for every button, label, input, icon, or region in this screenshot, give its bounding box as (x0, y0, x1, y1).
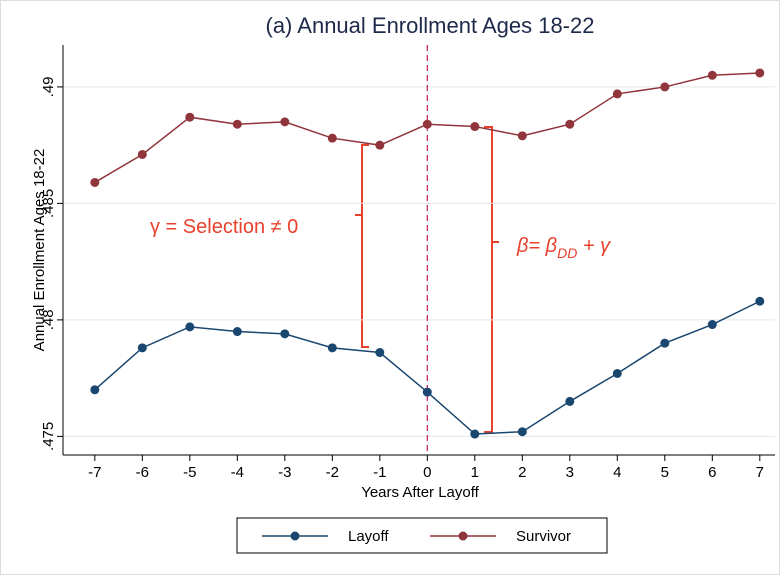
data-point (707, 70, 717, 80)
annotation-subscript: DD (557, 245, 577, 261)
x-tick-label: 6 (708, 464, 716, 481)
annotation-part: β= β (516, 235, 557, 257)
annotation: γ = Selection ≠ 0 (150, 216, 298, 238)
x-tick-label: 2 (518, 464, 526, 481)
annotation-part: + γ (577, 235, 611, 257)
data-point (232, 327, 242, 337)
data-point (90, 385, 100, 395)
data-point (375, 348, 385, 357)
x-axis-title: Years After Layoff (361, 484, 479, 501)
data-point (755, 296, 765, 306)
x-tick-label: -5 (183, 464, 196, 481)
annotation: β= βDD + γ (516, 235, 611, 261)
data-point (612, 89, 622, 99)
beta-bracket (484, 126, 499, 433)
data-point (470, 122, 480, 132)
data-point (327, 133, 337, 143)
selection-bracket (355, 144, 369, 348)
data-point (707, 320, 717, 330)
y-tick-label: .475 (40, 422, 57, 451)
data-point (375, 140, 385, 150)
data-point (517, 427, 527, 437)
legend-label: Layoff (348, 528, 389, 545)
data-point (517, 131, 527, 141)
data-point (280, 117, 290, 127)
data-point (422, 119, 432, 129)
x-tick-label: 4 (613, 464, 621, 481)
x-tick-label: 3 (566, 464, 574, 481)
data-point (660, 82, 670, 92)
x-tick-label: -4 (231, 464, 244, 481)
x-tick-label: 1 (471, 464, 479, 481)
x-tick-label: -2 (326, 464, 339, 481)
data-point (232, 119, 242, 129)
y-axis-title: Annual Enrollment Ages 18-22 (31, 149, 48, 352)
x-tick-label: -3 (278, 464, 291, 481)
legend-marker (458, 531, 468, 541)
y-tick-label: .49 (40, 77, 57, 98)
data-point (565, 119, 575, 129)
legend-marker (290, 531, 300, 541)
data-point (185, 322, 195, 332)
x-tick-label: -6 (136, 464, 149, 481)
x-tick-label: -7 (88, 464, 101, 481)
x-tick-label: 7 (756, 464, 764, 481)
y-tick-label: .485 (40, 189, 57, 218)
data-point (90, 177, 100, 187)
data-point (470, 429, 480, 439)
data-point (185, 112, 195, 122)
legend-label: Survivor (516, 528, 571, 545)
x-tick-label: -1 (373, 464, 386, 481)
data-point (327, 343, 337, 353)
data-point (612, 368, 622, 378)
y-tick-label: .48 (40, 309, 57, 330)
data-point (137, 149, 147, 159)
data-point (755, 68, 765, 78)
x-tick-label: 0 (423, 464, 431, 481)
x-tick-label: 5 (661, 464, 669, 481)
data-point (280, 329, 290, 339)
chart-title: (a) Annual Enrollment Ages 18-22 (266, 13, 595, 38)
data-point (422, 387, 432, 397)
data-point (137, 343, 147, 353)
data-point (660, 338, 670, 348)
data-point (565, 396, 575, 406)
